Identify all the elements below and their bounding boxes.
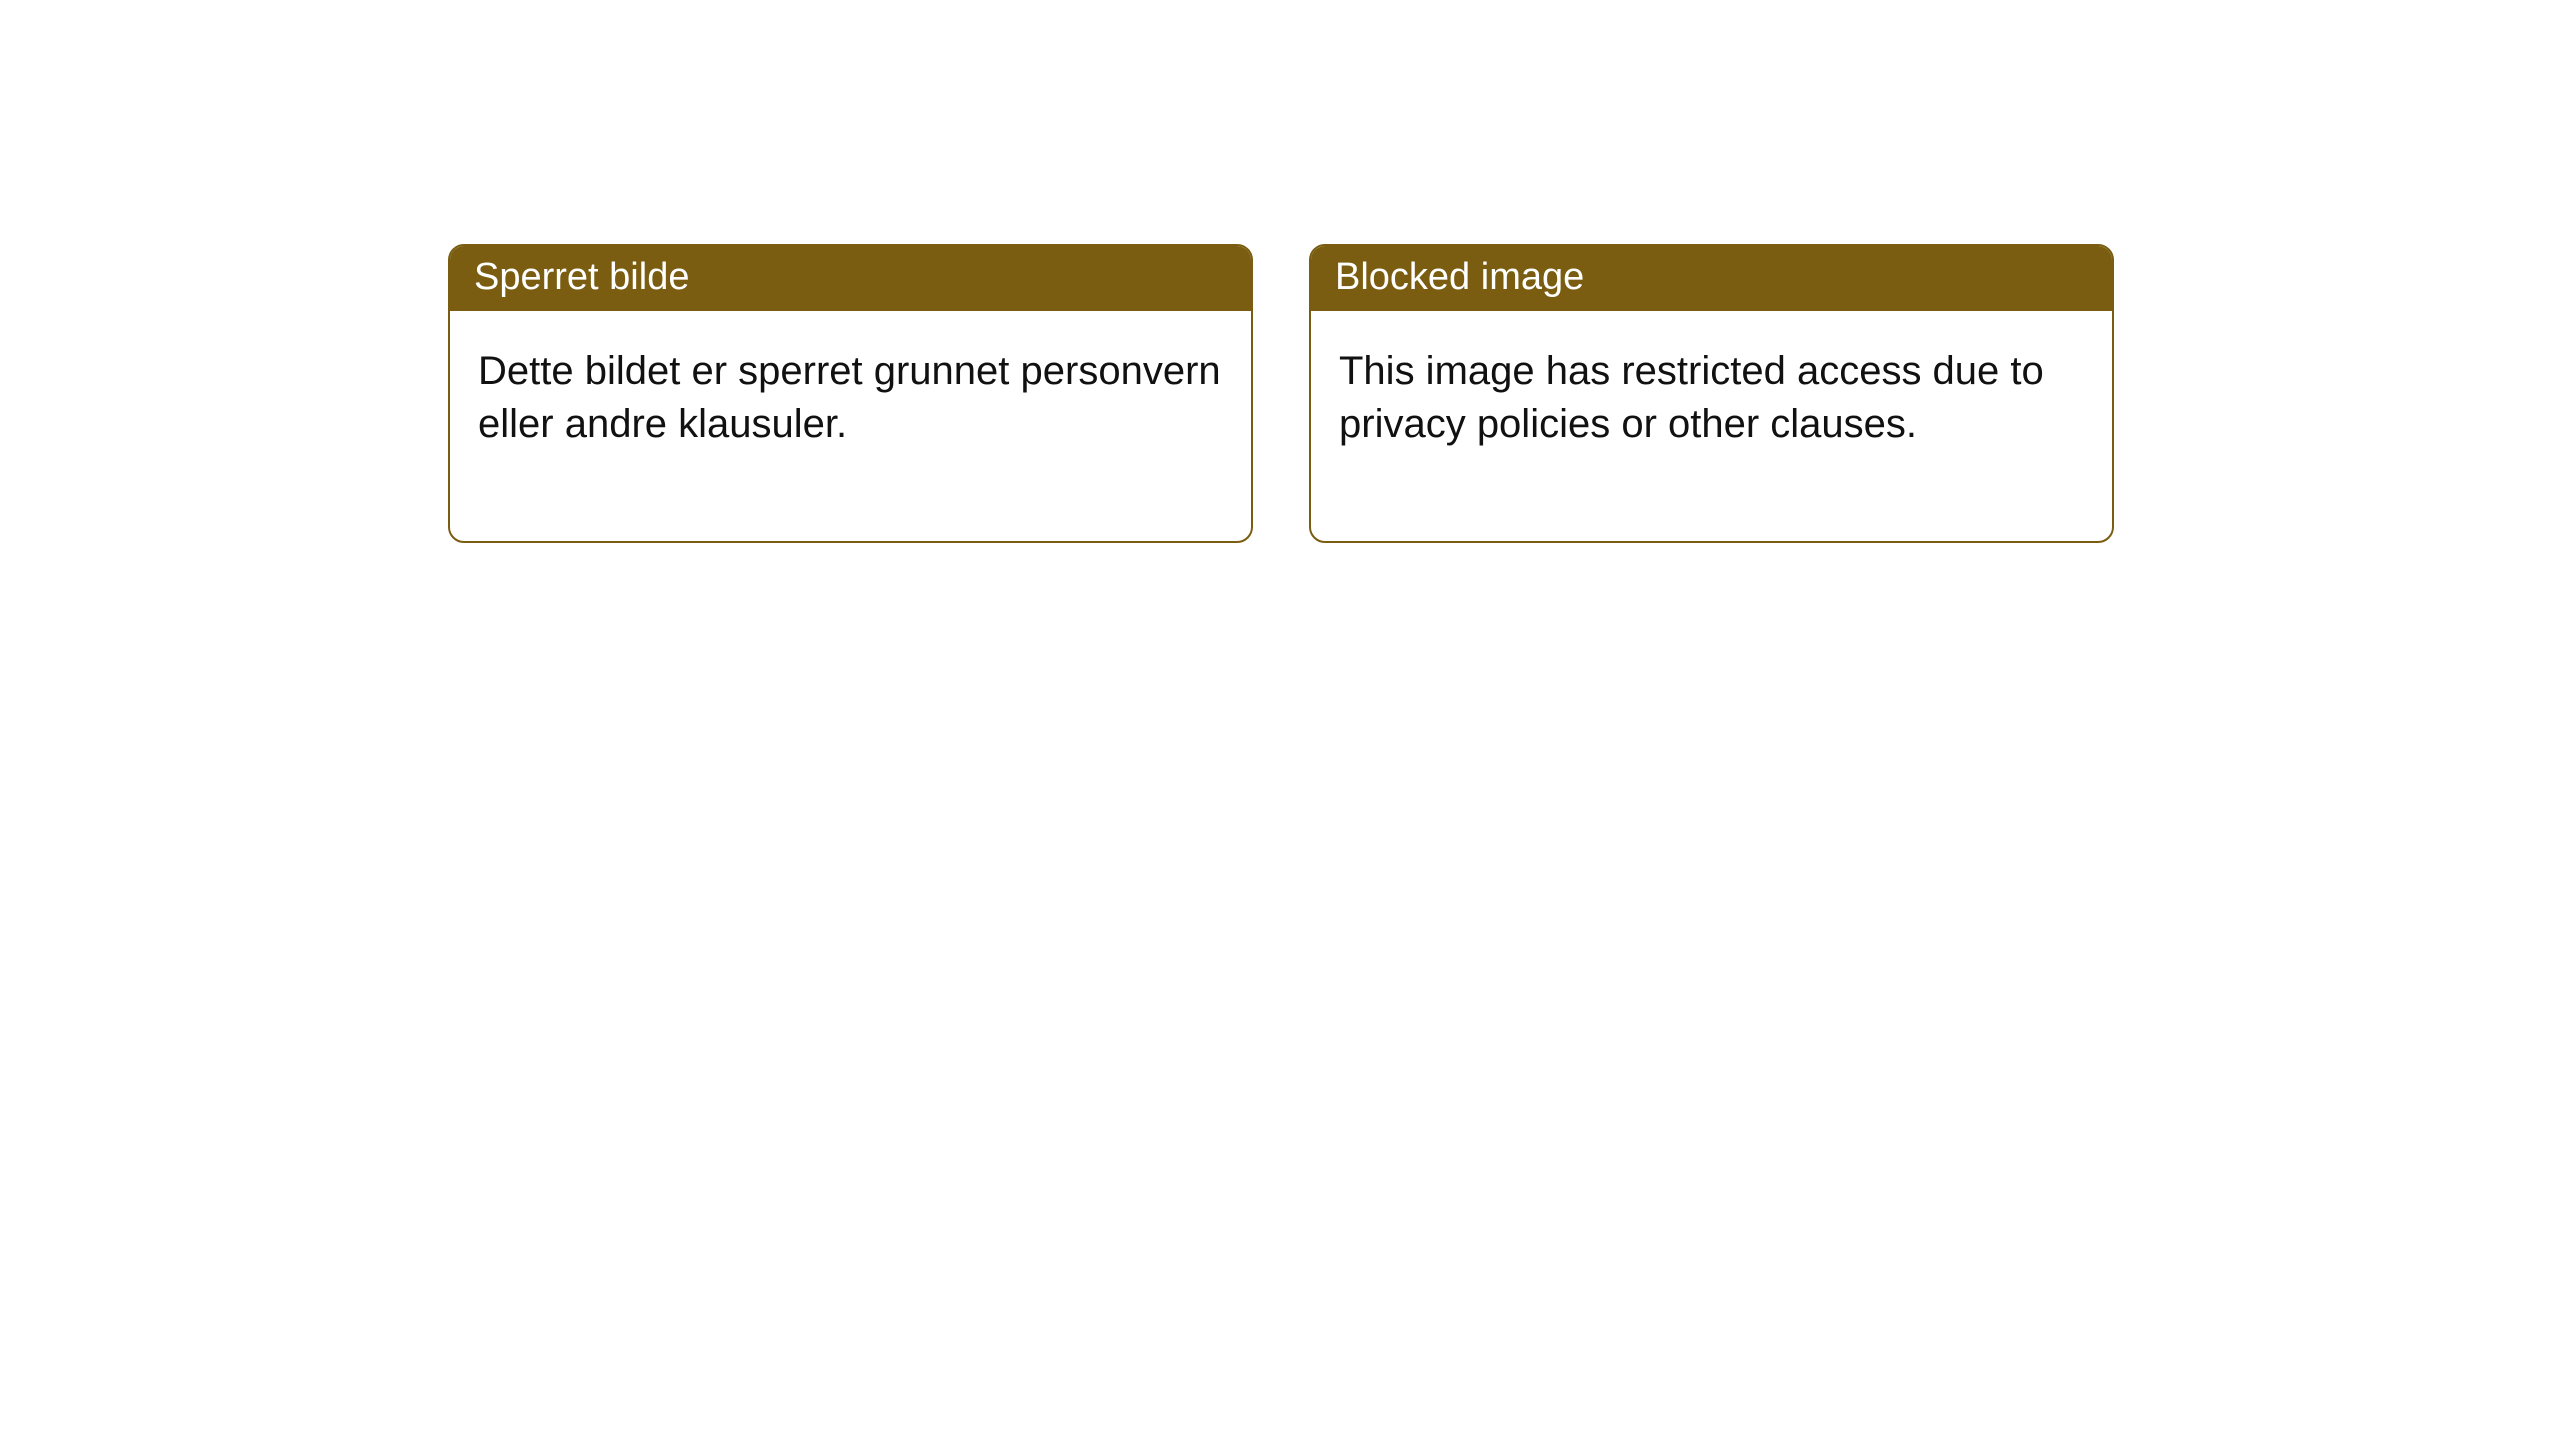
notice-title-en: Blocked image [1311, 246, 2112, 311]
notice-body-no: Dette bildet er sperret grunnet personve… [450, 311, 1251, 541]
notice-container: Sperret bilde Dette bildet er sperret gr… [0, 0, 2560, 543]
notice-title-no: Sperret bilde [450, 246, 1251, 311]
notice-card-en: Blocked image This image has restricted … [1309, 244, 2114, 543]
notice-card-no: Sperret bilde Dette bildet er sperret gr… [448, 244, 1253, 543]
notice-body-en: This image has restricted access due to … [1311, 311, 2112, 541]
